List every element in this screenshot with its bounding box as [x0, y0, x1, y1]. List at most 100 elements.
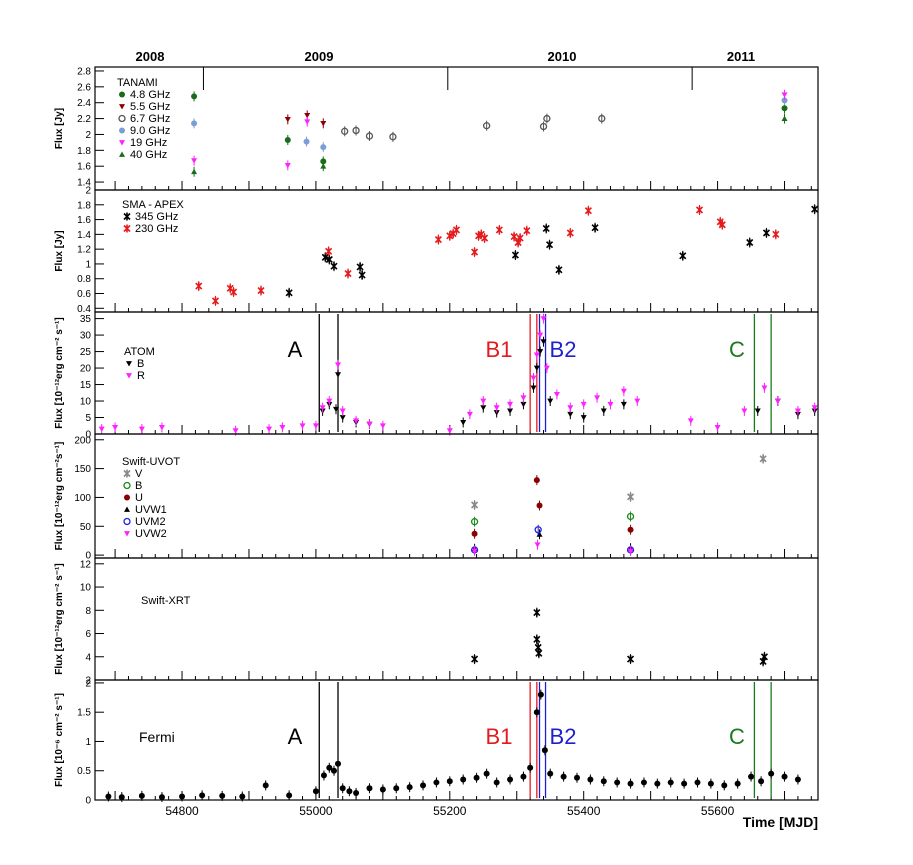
data-point	[627, 526, 634, 533]
data-point	[191, 168, 198, 175]
data-point	[326, 398, 333, 405]
y-tick-label: 15	[80, 380, 92, 391]
data-point	[574, 774, 580, 781]
y-tick-label: 2	[85, 678, 91, 689]
data-point	[542, 224, 550, 233]
y-axis-label: Flux [10⁻¹²erg cm⁻² s⁻¹]	[54, 563, 65, 674]
y-axis-label: Flux [10⁻⁶ cm⁻² s⁻¹]	[54, 693, 65, 787]
data-point	[530, 385, 537, 391]
data-point	[138, 792, 145, 799]
data-point	[772, 230, 780, 239]
data-point	[339, 785, 346, 792]
data-point	[158, 794, 165, 801]
data-point	[195, 282, 203, 291]
legend-marker	[126, 373, 132, 379]
data-point	[741, 408, 748, 414]
data-point	[365, 132, 374, 140]
data-point	[527, 764, 534, 771]
data-point	[507, 401, 514, 408]
data-point	[471, 248, 479, 257]
data-point	[118, 794, 125, 801]
panel-atom: 0 5 10 15 20 25 30 35 Flux [10⁻¹²erg cm⁻² s⁻¹] A B…	[54, 311, 819, 441]
y-tick-label: 30	[80, 331, 92, 342]
y-tick-label: 0	[85, 551, 91, 562]
data-point	[620, 401, 627, 408]
data-point	[540, 339, 547, 345]
data-point	[516, 234, 524, 243]
data-point	[299, 423, 306, 429]
data-point	[339, 415, 346, 421]
y-tick-label: 0.6	[77, 289, 91, 300]
data-point	[105, 793, 112, 800]
y-tick-label: 4	[85, 652, 91, 663]
legend-label: 345 GHz	[135, 211, 178, 223]
data-point	[304, 119, 311, 125]
legend-marker	[119, 140, 125, 146]
legend-label: 5.5 GHz	[130, 101, 170, 113]
data-point	[483, 770, 490, 777]
data-point	[781, 97, 788, 104]
legend-label: 9.0 GHz	[130, 125, 170, 137]
series-r	[98, 313, 818, 436]
data-point	[480, 405, 487, 411]
data-point	[533, 477, 540, 484]
panel-fermi: 0 0.5 1 1.5 2 54800 55000 55200 55400 55600 Flux […	[54, 678, 819, 818]
data-point	[539, 122, 548, 131]
data-point	[587, 776, 594, 783]
data-point	[560, 773, 567, 780]
data-point	[493, 405, 500, 411]
data-point	[339, 408, 346, 414]
y-tick-label: 1.8	[77, 146, 91, 157]
y-tick-label: 50	[80, 522, 92, 533]
data-point	[781, 115, 788, 121]
data-point	[320, 163, 327, 169]
legend-label: UVW1	[135, 504, 167, 516]
data-point	[379, 423, 386, 429]
data-point	[358, 271, 366, 280]
legend-label: 6.7 GHz	[130, 113, 170, 125]
legend-label: U	[135, 492, 143, 504]
series-6-7-ghz	[341, 113, 606, 142]
data-point	[330, 262, 338, 271]
data-point	[341, 127, 349, 135]
y-tick-label: 1	[85, 737, 91, 748]
y-tick-label: 1.5	[77, 708, 91, 719]
data-point	[537, 691, 544, 698]
y-tick-label: 1.8	[77, 200, 91, 211]
year-axis: 2008 2009 2010 2011	[95, 49, 818, 90]
data-point	[748, 773, 755, 780]
y-tick-label: 1.4	[77, 178, 91, 189]
data-point	[534, 542, 541, 548]
data-point	[640, 779, 647, 786]
data-point	[344, 269, 352, 278]
y-tick-label: 0.4	[77, 304, 91, 315]
data-point	[446, 428, 453, 434]
data-point	[781, 92, 788, 98]
panel-label: Swift-XRT	[141, 595, 191, 607]
data-point	[312, 788, 319, 795]
x-tick-label: 55600	[701, 804, 735, 818]
series-5-5-ghz	[284, 110, 327, 129]
data-point	[547, 398, 554, 405]
panel-swift-xrt: 2 4 6 8 10 12 Flux [10⁻¹²erg cm⁻² s⁻¹] Swift-XR…	[54, 557, 819, 687]
data-point	[510, 232, 518, 241]
data-point	[634, 398, 641, 405]
data-point	[547, 770, 554, 777]
y-tick-label: 8	[85, 606, 91, 617]
data-point	[191, 93, 198, 100]
year-label: 2011	[727, 49, 755, 64]
y-tick-label: 5	[85, 413, 91, 424]
series-uvw1	[471, 529, 634, 554]
legend-title: SMA - APEX	[122, 199, 184, 211]
data-point	[366, 421, 373, 428]
y-tick-label: 2.4	[77, 98, 91, 109]
data-point	[284, 137, 291, 144]
series-swift-xrt	[471, 607, 769, 667]
panel-sma-apex: 0.4 0.6 0.8 1 1.2 1.4 1.6 1.8 2 Flux [Jy] SMA - AP…	[54, 186, 819, 315]
data-point	[406, 784, 413, 791]
series-19-ghz	[191, 89, 788, 171]
y-tick-label: 0	[85, 430, 91, 441]
legend-marker	[124, 531, 130, 537]
data-point	[460, 420, 467, 426]
data-point	[543, 365, 550, 372]
